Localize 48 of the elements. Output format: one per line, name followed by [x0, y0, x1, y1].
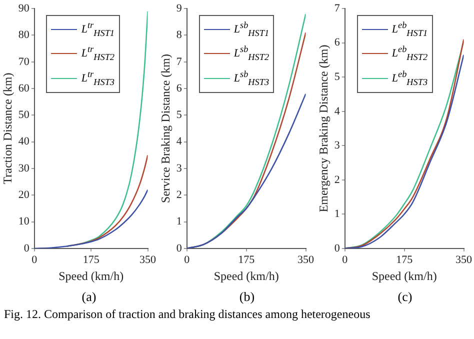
y-tick-label: 1: [176, 216, 182, 228]
line-series: [66, 10, 148, 247]
y-tick-label: 4: [334, 105, 340, 118]
y-tick-label: 30: [18, 162, 30, 174]
text: (c): [396, 289, 414, 305]
y-tick-label: 3: [334, 140, 340, 152]
y-tick-label: 20: [18, 189, 30, 201]
y-tick-label: 90: [18, 2, 30, 14]
y-tick-label: 6: [176, 82, 182, 94]
y-axis-title: Emergency Braking Distance (km): [316, 44, 330, 212]
x-axis-title: Speed (km/h): [214, 268, 279, 283]
x-axis-title: Speed (km/h): [372, 268, 437, 283]
y-tick-label: 3: [176, 162, 182, 174]
y-tick-label: 2: [334, 174, 340, 186]
x-tick-label: 0: [32, 254, 38, 266]
x-tick-label: 0: [184, 254, 190, 266]
y-tick-label: 40: [18, 136, 30, 148]
y-tick-label: 5: [176, 109, 182, 122]
y-tick-label: 1: [334, 208, 340, 220]
y-tick-label: 9: [176, 2, 182, 14]
text: (a): [80, 289, 98, 305]
y-tick-label: 60: [18, 82, 30, 94]
x-tick-label: 350: [456, 254, 472, 266]
y-axis-title: Service Braking Distance (km): [158, 54, 172, 203]
x-tick-label: 175: [82, 254, 100, 266]
y-axis-title: Traction Distance (km): [0, 72, 14, 184]
y-tick-label: 7: [176, 56, 182, 68]
x-tick-label: 175: [396, 254, 414, 266]
y-tick-label: 70: [18, 56, 30, 68]
y-tick-label: 0: [24, 242, 30, 254]
y-tick-label: 80: [18, 29, 30, 42]
y-tick-label: 7: [334, 2, 340, 14]
y-tick-label: 6: [334, 36, 340, 49]
x-tick-label: 0: [342, 254, 348, 266]
x-axis-title: Speed (km/h): [58, 268, 124, 283]
y-tick-label: 0: [176, 242, 182, 254]
y-tick-label: 10: [18, 216, 30, 228]
y-tick-label: 50: [18, 109, 30, 122]
x-tick-label: 175: [238, 254, 256, 266]
y-tick-label: 4: [176, 136, 182, 148]
x-tick-label: 350: [298, 254, 314, 266]
caption: Fig. 12. Comparison of traction and braking distances among heterogeneous: [3, 307, 372, 322]
y-tick-label: 2: [176, 189, 182, 201]
x-tick-label: 350: [140, 254, 156, 266]
y-tick-label: 8: [176, 29, 182, 42]
y-tick-label: 0: [334, 242, 340, 254]
y-tick-label: 5: [334, 71, 340, 84]
text: (b): [238, 289, 256, 305]
